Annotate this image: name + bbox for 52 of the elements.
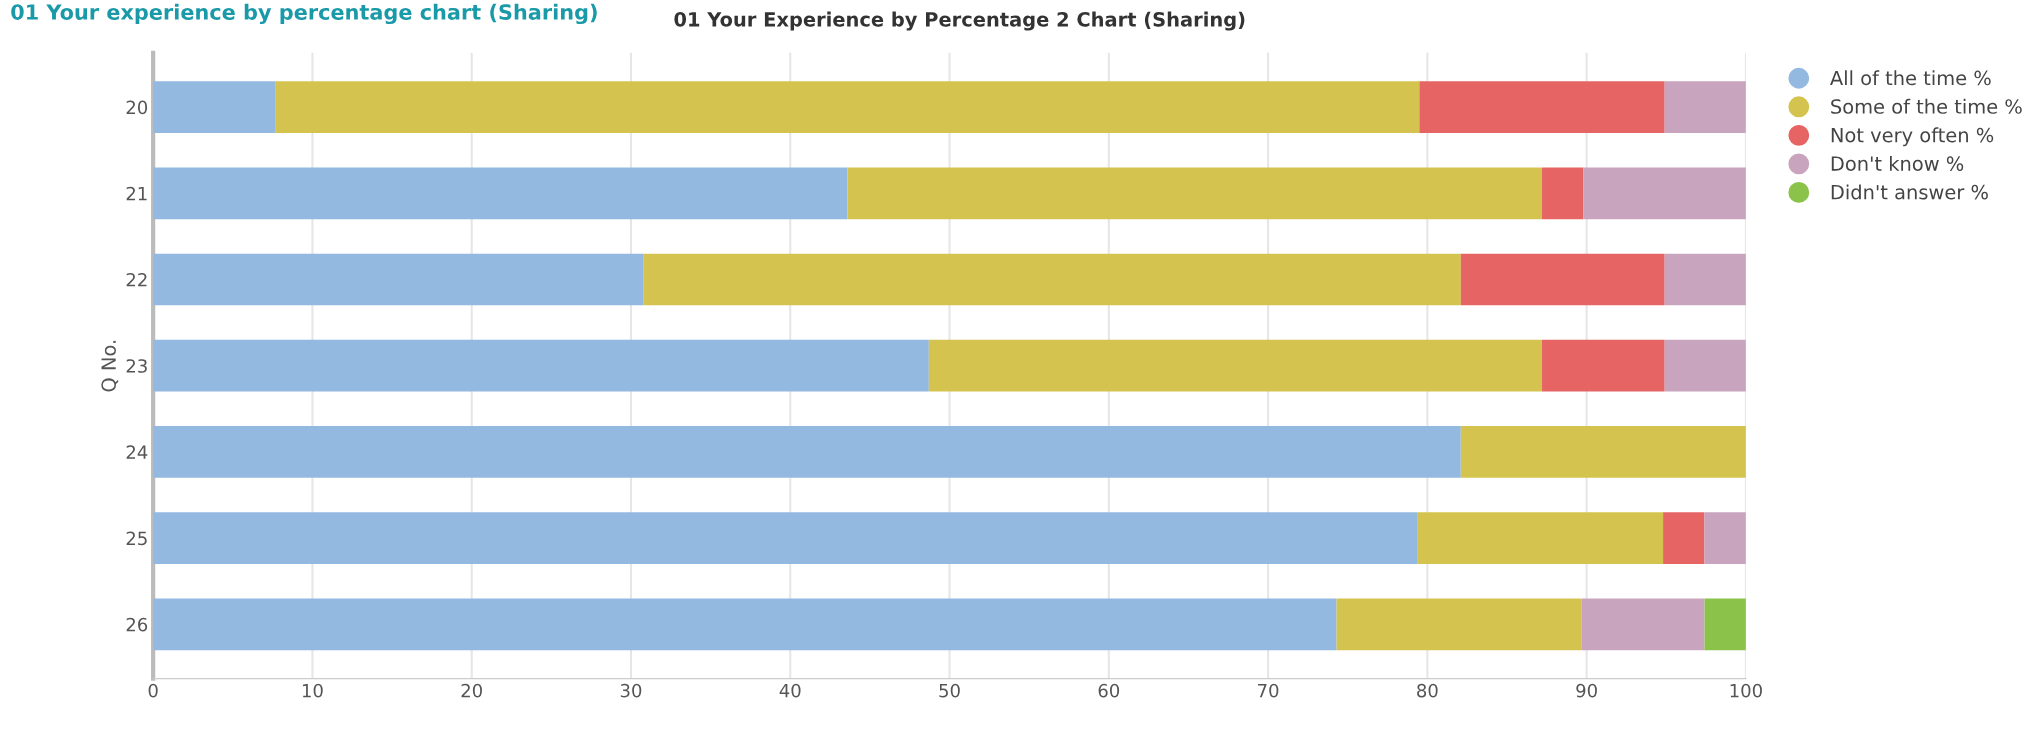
x-tick-label: 50 [939,683,960,698]
bar [1417,512,1664,564]
y-axis-title: Q No. [101,340,119,392]
bar [643,253,1461,306]
chart-title: 01 Your Experience by Percentage 2 Chart (Sharing) [674,11,1245,31]
legend-label: Some of the time % [1831,98,2022,114]
y-tick-label: 25 [126,531,147,546]
bar [1460,426,1746,478]
y-tick-label: 20 [126,100,148,115]
x-tick-label: 30 [620,683,642,698]
bar [1664,339,1746,392]
legend-label: Didn't answer % [1831,184,1988,200]
y-tick-label: 24 [126,445,148,459]
bar [1664,81,1746,133]
x-tick-label: 80 [1417,683,1438,698]
bar [1542,167,1584,220]
bar [1704,598,1746,651]
x-tick-label: 20 [461,683,482,698]
bar [1336,598,1582,651]
x-tick-label: 90 [1576,683,1597,698]
x-tick-label: 60 [1098,683,1120,698]
bar [1663,512,1705,564]
x-tick-label: 10 [302,683,323,698]
bar [153,167,848,220]
bar [153,512,1418,564]
bar [153,253,644,306]
bar [153,598,1337,651]
bar [275,81,1420,133]
bar [153,339,929,392]
bar [1704,512,1746,564]
bar [153,81,276,133]
x-tick-label: 100 [1730,683,1762,698]
bar [1583,167,1746,220]
y-tick-label: 22 [126,272,147,287]
bar [1581,598,1705,651]
y-tick-label: 21 [126,186,147,201]
y-tick-label: 26 [126,617,148,632]
bar [1419,81,1665,133]
x-tick-label: 70 [1258,683,1279,698]
bar [847,167,1543,220]
bar [1460,253,1665,306]
legend-label: All of the time % [1830,70,1991,86]
legend-label: Not very often % [1831,127,1994,147]
x-tick-label: 40 [779,683,801,698]
bar [1664,253,1746,306]
bar [1542,339,1665,392]
bar [928,339,1543,392]
y-tick-label: 23 [126,359,147,373]
x-tick-label: 0 [148,683,158,698]
bar [153,426,1461,478]
text: 01 Your experience by percentage chart (Sharing) [11,3,597,25]
legend-label: Don't know % [1831,155,1964,171]
